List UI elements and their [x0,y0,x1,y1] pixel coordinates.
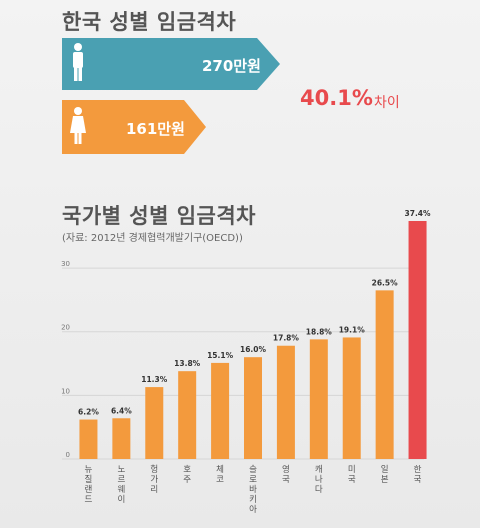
y-tick-label: 20 [61,324,70,332]
female-icon [70,107,86,144]
y-tick-label: 10 [61,387,70,395]
bar-data-label: 11.3% [141,375,168,384]
wage-gap-suffix: 차이 [374,95,400,111]
female-wage-bar [62,100,210,154]
bar [276,345,295,459]
y-tick-label: 30 [61,260,70,268]
bar [408,221,427,459]
male-icon [73,43,83,81]
bar-data-label: 13.8% [174,359,201,368]
male-wage-value: 270만원 [202,57,261,75]
bar-data-label: 19.1% [339,325,366,334]
bar-data-label: 18.8% [306,327,333,336]
bar [112,418,131,459]
male-wage-shape [62,38,280,90]
bar [79,419,98,459]
male-wage-bar [62,38,282,90]
female-wage-value: 161만원 [126,120,185,138]
page-title: 한국 성별 임금격차 [62,10,237,34]
bar-data-label: 26.5% [372,278,399,287]
bar-data-label: 15.1% [207,351,234,360]
bar-data-label: 16.0% [240,345,267,354]
bar-data-label: 6.4% [111,406,132,415]
chart-title: 국가별 성별 임금격차 [62,204,257,228]
bar [244,357,262,459]
chart-source: (자료: 2012년 경제협력개발기구(OECD)) [62,233,243,244]
bar [342,337,361,459]
y-tick-label: 0 [66,451,70,459]
bar [309,339,328,459]
bar-data-label: 17.8% [273,334,300,343]
female-wage-shape [62,100,206,154]
bar [178,371,197,459]
bar [145,387,164,459]
bar [211,362,230,459]
bar-data-label: 37.4% [405,209,432,218]
bar [375,290,394,459]
wage-gap-percent: 40.1% [300,86,373,110]
bar-data-label: 6.2% [78,408,99,417]
